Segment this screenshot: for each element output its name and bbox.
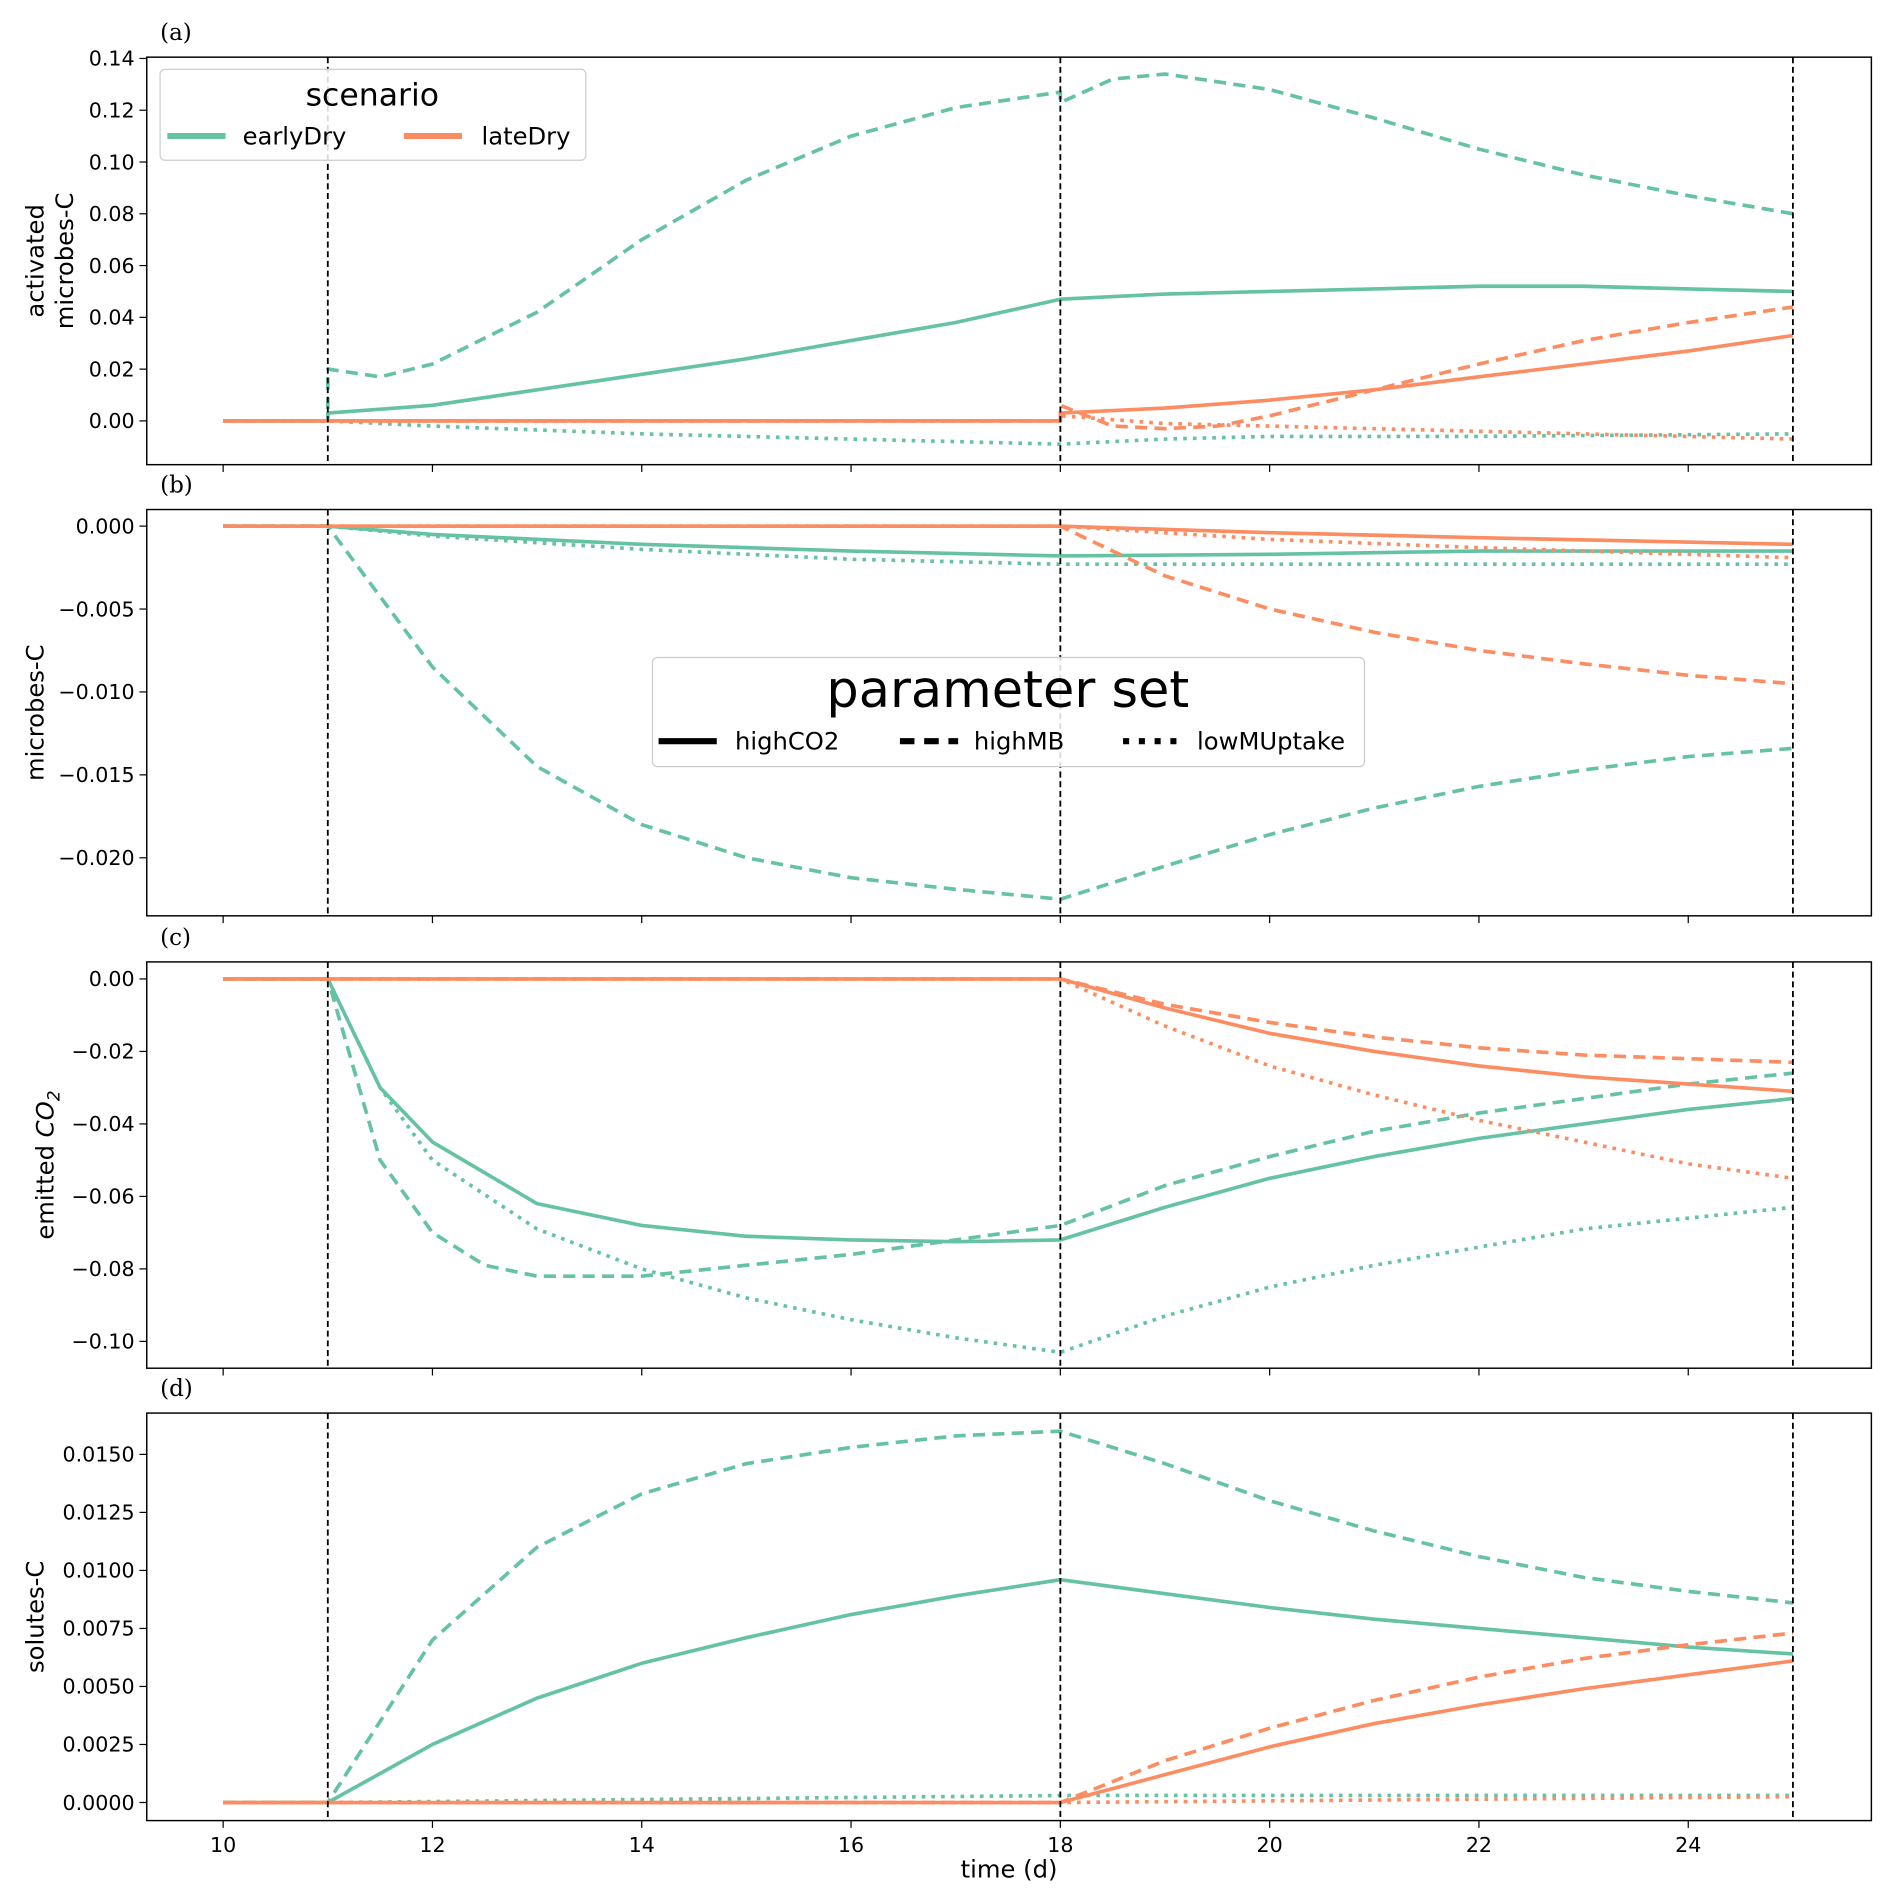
y-tick-label: −0.015 <box>58 763 134 787</box>
panel-a: (a) 0.00 0.02 0.04 0.06 0.08 0.10 0.12 0.14 activ… <box>21 20 1873 472</box>
line-lateDry-highCO2 <box>223 977 1794 1094</box>
line-lateDry-lowMUptake <box>223 524 1793 560</box>
panel-b: (b) 0.000 −0.005 −0.010 −0.015 −0.020 microbes… <box>21 473 1873 924</box>
legend-title: scenario <box>306 78 439 114</box>
y-tick-label: 0.14 <box>89 47 135 71</box>
y-tick-label: 0.04 <box>89 306 135 330</box>
series-group <box>223 509 1794 916</box>
y-tick-label: 0.0150 <box>62 1443 134 1467</box>
x-tick-label: 22 <box>1466 1833 1492 1857</box>
panel-c: (c) 0.00 −0.02 −0.04 −0.06 −0.08 −0.10 emitted … <box>30 925 1873 1376</box>
line-lateDry-highCO2 <box>223 524 1793 547</box>
y-tick-label: −0.10 <box>71 1330 134 1354</box>
line-lateDry-highMB <box>223 1631 1794 1805</box>
legend-box <box>159 68 587 161</box>
y-tick-label: −0.08 <box>71 1257 134 1281</box>
line-lateDry-highCO2 <box>223 333 1794 423</box>
y-tick-label: 0.08 <box>89 202 135 226</box>
panel-d: (d) 0.0000 0.0025 0.0050 0.0075 0.0100 0.0125 0… <box>21 1376 1873 1857</box>
x-tick-label: 14 <box>629 1833 655 1857</box>
line-lateDry-highMB <box>223 305 1794 431</box>
line-earlyDry-highCO2 <box>223 977 1794 1244</box>
panel-label: (a) <box>160 20 192 46</box>
line-earlyDry-highCO2 <box>223 1577 1794 1805</box>
x-tick-label: 24 <box>1675 1833 1701 1857</box>
line-lateDry-highMB <box>223 977 1793 1065</box>
axes-frame <box>146 1412 1873 1822</box>
panel-label: (b) <box>160 473 193 499</box>
y-axis-label: microbes-C <box>21 644 50 781</box>
line-earlyDry-highMB <box>223 72 1794 423</box>
y-axis-label: solutes-C <box>21 1561 50 1673</box>
line-lateDry-highMB <box>223 524 1794 686</box>
line-earlyDry-highCO2 <box>223 284 1793 423</box>
line-earlyDry-highMB <box>223 1429 1794 1805</box>
legend-parameter-set: parameter set highCO2 highMB lowMUptake <box>651 656 1366 768</box>
y-tick-label: −0.010 <box>58 680 134 704</box>
legend-entry: highMB <box>974 727 1064 756</box>
x-tick-label: 20 <box>1257 1833 1283 1857</box>
y-tick-label: 0.00 <box>89 409 135 433</box>
y-tick-label: 0.12 <box>89 99 135 123</box>
y-tick-label: 0.0125 <box>62 1501 134 1525</box>
y-tick-label: −0.02 <box>71 1040 134 1064</box>
y-tick-label: 0.0000 <box>62 1791 134 1815</box>
y-tick-label: 0.00 <box>89 967 135 991</box>
panel-label: (c) <box>160 925 191 951</box>
y-axis-label: activated <box>21 204 50 317</box>
line-earlyDry-highMB <box>223 524 1794 902</box>
x-axis-label: time (d) <box>961 1855 1058 1884</box>
y-tick-label: 0.0050 <box>62 1675 134 1699</box>
y-tick-label: 0.0075 <box>62 1617 134 1641</box>
legend-entry: highCO2 <box>735 727 839 756</box>
y-axis-label: emitted CO2 <box>30 1090 64 1239</box>
series-group <box>223 57 1794 465</box>
y-tick-label: 0.0100 <box>62 1559 134 1583</box>
y-tick-label: 0.10 <box>89 150 135 174</box>
legend-title: parameter set <box>826 661 1189 720</box>
legend-entry: earlyDry <box>243 121 347 150</box>
y-tick-label: 0.06 <box>89 254 135 278</box>
line-earlyDry-lowMUptake <box>223 419 1793 446</box>
line-earlyDry-lowMUptake <box>223 524 1793 567</box>
y-tick-label: −0.06 <box>71 1185 134 1209</box>
y-tick-label: 0.0025 <box>62 1733 134 1757</box>
x-tick-label: 10 <box>210 1833 236 1857</box>
series-group <box>223 961 1794 1369</box>
line-lateDry-highCO2 <box>223 1659 1794 1805</box>
legend-box <box>651 656 1366 768</box>
y-tick-label: 0.02 <box>89 357 135 381</box>
legend-entry: lowMUptake <box>1197 727 1345 756</box>
y-tick-label: −0.005 <box>58 597 134 621</box>
legend-entry: lateDry <box>481 121 570 150</box>
x-tick-label: 18 <box>1047 1833 1073 1857</box>
axes-frame <box>146 961 1873 1369</box>
line-earlyDry-lowMUptake <box>223 1793 1793 1805</box>
line-lateDry-lowMUptake <box>223 977 1794 1181</box>
line-earlyDry-highMB <box>223 977 1794 1278</box>
line-earlyDry-lowMUptake <box>223 977 1794 1355</box>
y-axis-label: microbes-C <box>50 193 79 330</box>
legend-scenario: scenario earlyDry lateDry <box>159 68 587 161</box>
x-tick-label: 16 <box>838 1833 864 1857</box>
axes-frame <box>146 508 1873 917</box>
y-tick-label: 0.000 <box>76 514 135 538</box>
y-tick-label: −0.020 <box>58 846 134 870</box>
y-tick-label: −0.04 <box>71 1112 134 1136</box>
axes-frame <box>146 56 1873 466</box>
x-tick-label: 12 <box>419 1833 445 1857</box>
series-group <box>223 1413 1794 1821</box>
panel-label: (d) <box>160 1376 193 1402</box>
line-earlyDry-highCO2 <box>223 524 1793 558</box>
